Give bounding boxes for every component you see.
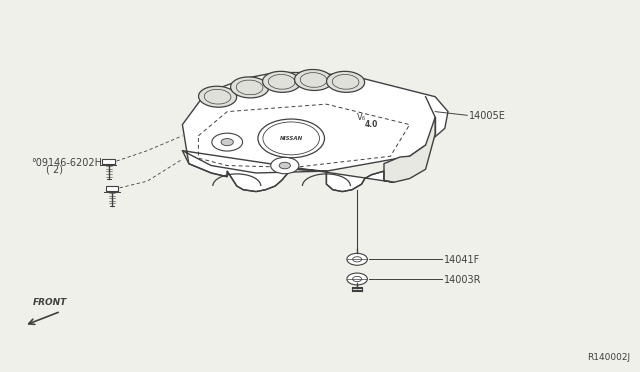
Polygon shape [182, 73, 448, 192]
Text: 14041F: 14041F [444, 255, 480, 265]
Circle shape [353, 257, 362, 262]
Text: R140002J: R140002J [588, 353, 630, 362]
Ellipse shape [230, 77, 269, 98]
Circle shape [271, 157, 299, 174]
Polygon shape [384, 117, 435, 182]
Text: °09146-6202H: °09146-6202H [31, 158, 102, 168]
Ellipse shape [326, 71, 365, 92]
Text: V₆: V₆ [357, 113, 366, 122]
Circle shape [258, 119, 324, 158]
Circle shape [347, 273, 367, 285]
Ellipse shape [294, 70, 333, 90]
Circle shape [353, 276, 362, 282]
Circle shape [279, 162, 291, 169]
FancyBboxPatch shape [106, 186, 118, 191]
Ellipse shape [198, 86, 237, 107]
Text: 14003R: 14003R [444, 275, 481, 285]
Text: 14005E: 14005E [469, 111, 506, 121]
Ellipse shape [262, 71, 301, 92]
Text: FRONT: FRONT [33, 298, 67, 307]
Circle shape [212, 133, 243, 151]
Circle shape [221, 138, 234, 146]
Circle shape [347, 253, 367, 265]
FancyBboxPatch shape [102, 159, 115, 164]
Text: ( 2): ( 2) [46, 164, 63, 174]
Text: NISSAN: NISSAN [280, 136, 303, 141]
Text: 4.0: 4.0 [365, 120, 378, 129]
